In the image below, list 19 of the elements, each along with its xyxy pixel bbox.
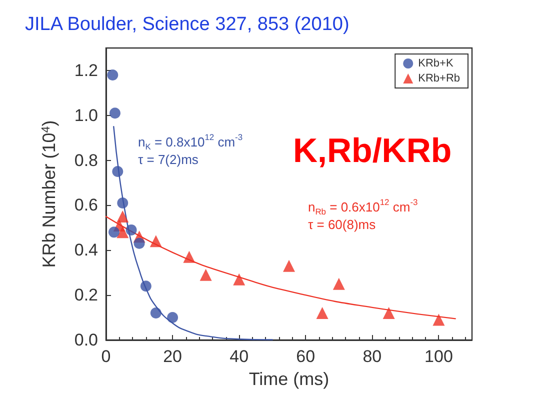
x-tick-label: 0	[101, 347, 111, 366]
y-axis-title: KRb Number (104)	[39, 120, 59, 268]
annotation: K,Rb/KRb	[293, 132, 452, 170]
x-tick-label: 20	[163, 347, 182, 366]
chart-title: JILA Boulder, Science 327, 853 (2010)	[25, 14, 350, 35]
y-tick-label: 0.6	[74, 196, 98, 215]
y-tick-label: 1.2	[74, 60, 98, 80]
x-axis-title: Time (ms)	[248, 369, 330, 389]
x-tick-label: 100	[424, 347, 453, 366]
y-tick-label: 0.8	[74, 150, 98, 170]
y-tick-label: 0.0	[74, 330, 98, 350]
y-tick-label: 1.0	[74, 106, 98, 125]
legend-label: KRb+K	[418, 58, 454, 70]
x-tick-label: 60	[296, 347, 316, 366]
x-tick-label: 80	[362, 347, 382, 366]
legend-label: KRb+Rb	[418, 72, 460, 84]
y-tick-label: 0.2	[74, 286, 98, 305]
x-tick-label: 40	[230, 347, 249, 366]
y-tick-label: 0.4	[74, 240, 98, 260]
